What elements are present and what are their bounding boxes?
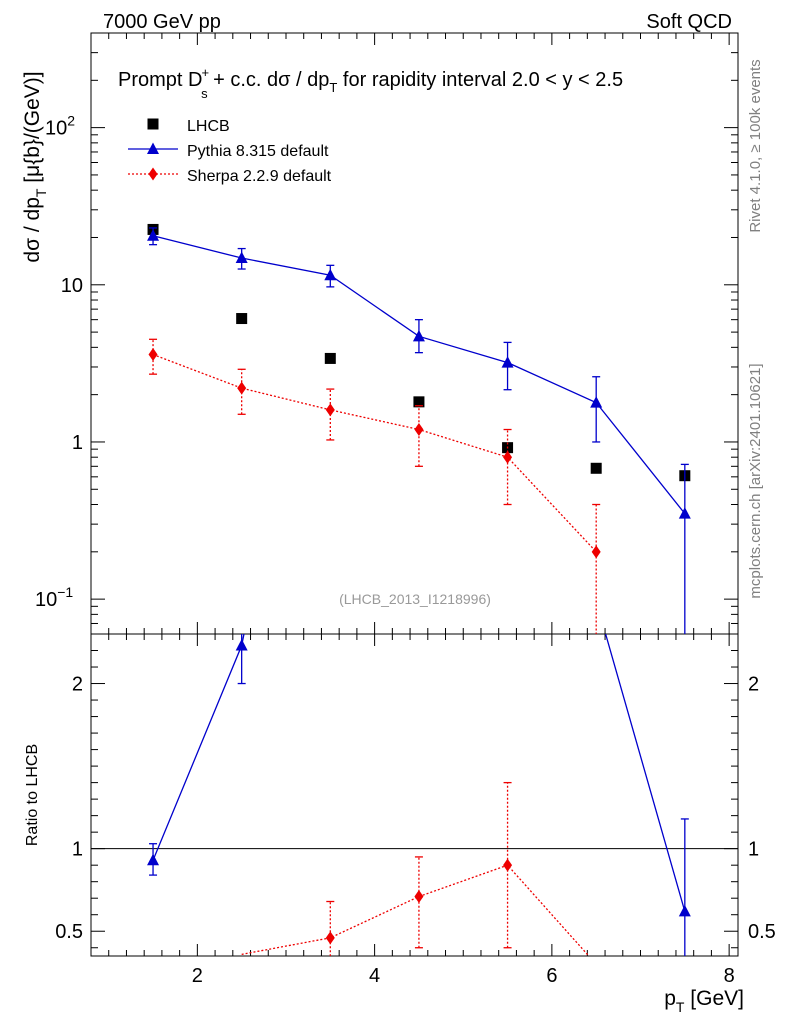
data-point-pythia	[678, 507, 691, 519]
ratio-y-tick-label-left: 2	[72, 674, 83, 696]
data-point-pythia	[412, 329, 425, 342]
series-line-sherpa	[152, 353, 597, 553]
data-point-sherpa	[325, 403, 335, 417]
x-tick-label: 4	[369, 965, 380, 987]
data-point-pythia	[147, 229, 160, 241]
main-y-tick-label: 1	[72, 432, 83, 454]
ratio-axis-ticks: 2 4 6 8 0.5 0.5 1 1 2 2	[55, 634, 776, 987]
data-point-pythia	[235, 251, 248, 264]
ratio-point-sherpa	[503, 858, 513, 872]
data-point-pythia	[324, 268, 337, 281]
data-point-sherpa	[237, 381, 247, 395]
ratio-point-pythia	[235, 639, 248, 651]
x-tick-label: 8	[724, 965, 735, 987]
legend-marker-sherpa	[148, 167, 158, 181]
series-line-pythia	[152, 235, 686, 515]
legend-marker-lhcb	[147, 118, 159, 130]
mcplots-label: mcplots.cern.ch [arXiv:2401.10621]	[747, 363, 764, 598]
ratio-point-pythia	[678, 904, 691, 917]
chart-title: Prompt D+ s + c.c. dσ / dpT for rapidity …	[118, 65, 623, 101]
data-point-pythia	[501, 356, 514, 368]
ratio-line-pythia	[152, 634, 686, 912]
main-series-layer	[147, 223, 691, 634]
rivet-version-label: Rivet 4.1.0, ≥ 100k events	[747, 59, 764, 232]
ratio-y-tick-label-right: 1	[748, 839, 759, 861]
ratio-y-tick-label-right: 2	[748, 674, 759, 696]
legend: LHCB Pythia 8.315 default Sherpa 2.2.9 d…	[128, 118, 332, 185]
ratio-y-tick-label-left: 0.5	[55, 921, 83, 943]
ratio-point-pythia	[147, 853, 160, 866]
ratio-point-sherpa	[414, 890, 424, 904]
legend-label-sherpa: Sherpa 2.2.9 default	[187, 168, 332, 185]
data-point-lhcb	[590, 462, 602, 474]
header-left-label: 7000 GeV pp	[103, 11, 221, 33]
ratio-y-tick-label-right: 0.5	[748, 921, 776, 943]
data-point-lhcb	[324, 352, 336, 364]
data-point-lhcb	[413, 396, 425, 408]
ratio-point-sherpa	[325, 931, 335, 945]
x-tick-label: 2	[192, 965, 203, 987]
legend-label-lhcb: LHCB	[187, 118, 230, 135]
legend-marker-pythia	[147, 142, 159, 154]
data-point-pythia	[590, 396, 603, 408]
main-y-tick-label: 102	[45, 113, 75, 140]
legend-label-pythia: Pythia 8.315 default	[187, 143, 329, 160]
analysis-id-watermark: (LHCB_2013_I1218996)	[339, 591, 491, 607]
ratio-series-layer	[147, 634, 691, 956]
data-point-sherpa	[148, 348, 158, 362]
ratio-y-tick-label-left: 1	[72, 839, 83, 861]
x-tick-label: 6	[546, 965, 557, 987]
data-point-sherpa	[414, 423, 424, 437]
header-right-label: Soft QCD	[646, 11, 732, 33]
main-y-axis-label: dσ / dpT [μ{b}/(GeV)]	[21, 71, 49, 262]
ratio-line-sherpa	[241, 864, 590, 956]
x-axis-label: pT [GeV]	[664, 987, 744, 1015]
ratio-y-axis-label: Ratio to LHCB	[24, 744, 41, 846]
data-point-lhcb	[236, 313, 248, 325]
main-axis-ticks: 10−1 1 10 102	[35, 32, 738, 635]
main-y-tick-label: 10−1	[35, 584, 73, 611]
data-point-sherpa	[503, 450, 513, 464]
main-y-tick-label: 10	[61, 275, 83, 297]
ratio-panel-frame	[90, 633, 739, 957]
data-point-sherpa	[591, 545, 601, 559]
